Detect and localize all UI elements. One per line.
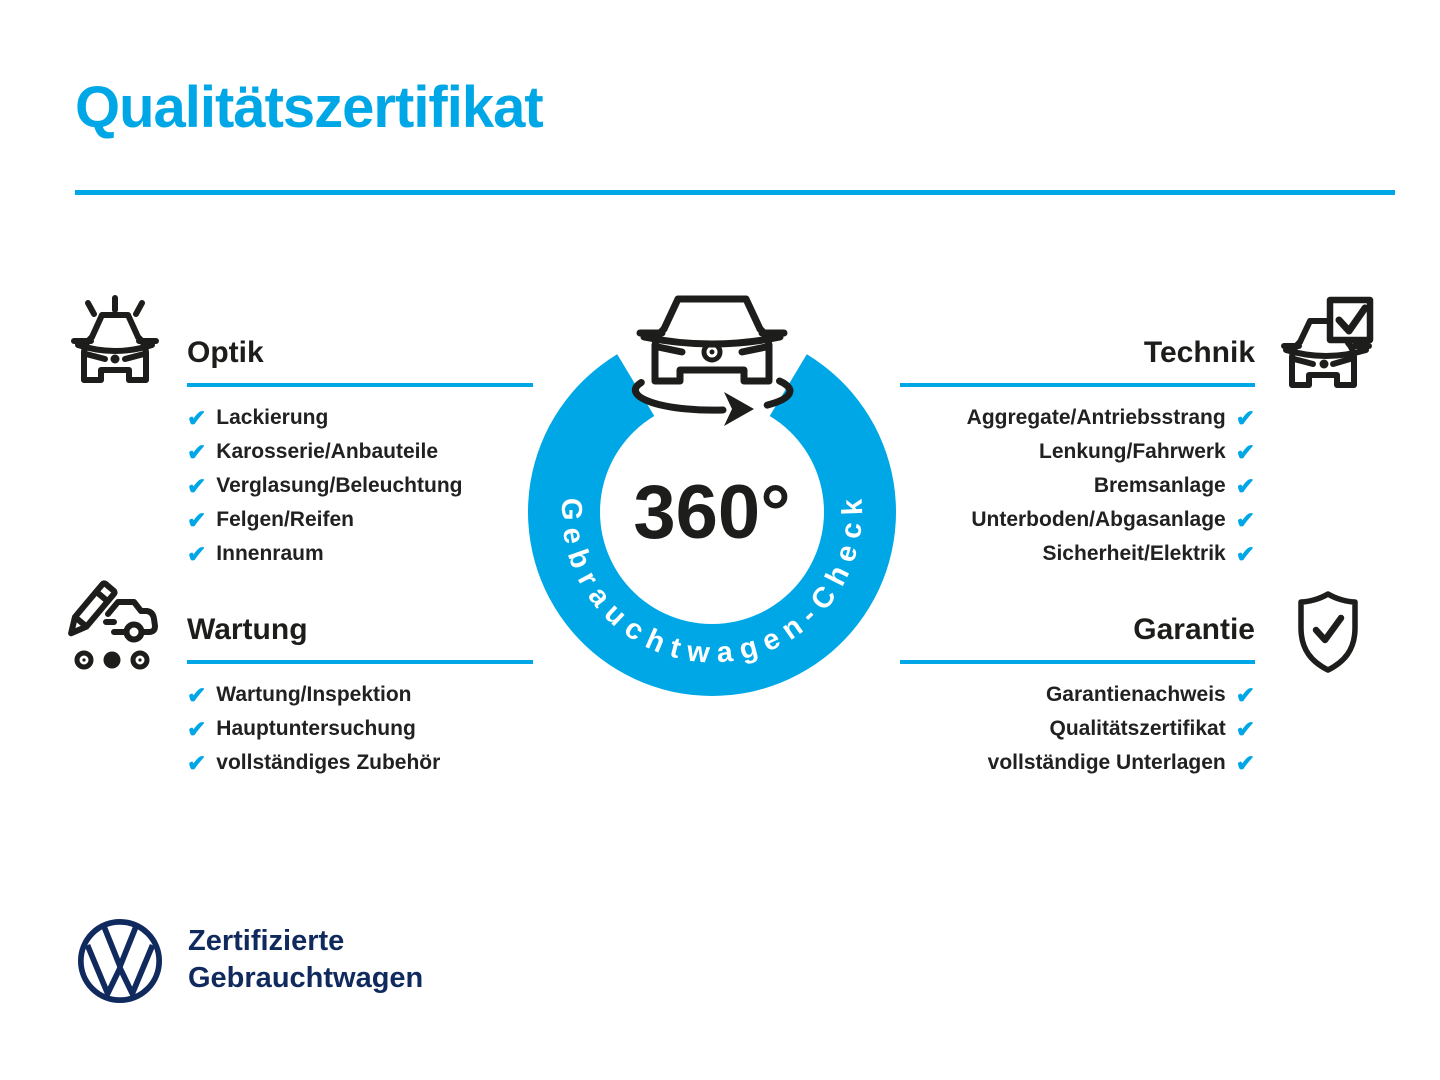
check-icon: ✔: [187, 749, 207, 776]
item-label: Sicherheit/Elektrik: [1042, 542, 1226, 565]
section-underline: [900, 383, 1255, 387]
check-icon: ✔: [1235, 749, 1255, 776]
checklist-item: Aggregate/Antriebsstrang ✔: [900, 401, 1255, 435]
vw-logo: [77, 918, 163, 1004]
section-heading: Garantie: [1133, 613, 1255, 646]
car-front-rotate-icon: [631, 295, 794, 426]
check-icon: ✔: [1235, 472, 1255, 499]
checklist: ✔ Lackierung ✔ Karosserie/Anbauteile ✔ Verg…: [187, 401, 533, 571]
ring-shape: [528, 354, 896, 696]
section-optik: Optik ✔ Lackierung ✔ Karosserie/Anbauteile…: [187, 335, 533, 571]
check-icon: ✔: [1235, 681, 1255, 708]
section-underline: [900, 660, 1255, 664]
shield-check-icon: [1298, 591, 1358, 673]
section-heading: Optik: [187, 336, 264, 369]
item-label: Aggregate/Antriebsstrang: [966, 406, 1226, 429]
section-garantie: Garantie Garantienachweis ✔ Qualitätszert…: [900, 612, 1255, 780]
brand-line2: Gebrauchtwagen: [188, 962, 424, 994]
item-label: vollständiges Zubehör: [216, 751, 441, 774]
car-checkbox-icon: [1281, 296, 1374, 388]
section-technik: Technik Aggregate/Antriebsstrang ✔ Lenkun…: [900, 335, 1255, 571]
title-divider: [75, 190, 1395, 195]
checklist-item: Garantienachweis ✔: [900, 678, 1255, 712]
checklist-item: Unterboden/Abgasanlage ✔: [900, 503, 1255, 537]
check-icon: ✔: [187, 540, 207, 567]
checklist: Garantienachweis ✔ Qualitätszertifikat ✔ v…: [900, 678, 1255, 780]
item-label: Felgen/Reifen: [216, 508, 354, 531]
checklist-item: vollständige Unterlagen ✔: [900, 746, 1255, 780]
checklist-item: ✔ Lackierung: [187, 401, 533, 435]
item-label: Wartung/Inspektion: [216, 683, 412, 706]
item-label: Qualitätszertifikat: [1049, 717, 1226, 740]
item-label: vollständige Unterlagen: [987, 751, 1226, 774]
check-icon: ✔: [1235, 404, 1255, 431]
checklist-item: ✔ Verglasung/Beleuchtung: [187, 469, 533, 503]
section-underline: [187, 383, 533, 387]
checklist-item: Lenkung/Fahrwerk ✔: [900, 435, 1255, 469]
item-label: Karosserie/Anbauteile: [216, 440, 439, 463]
check-icon: ✔: [1235, 506, 1255, 533]
brand-text: Zertifizierte Gebrauchtwagen: [188, 923, 423, 997]
car-shine-icon: [71, 295, 159, 383]
degrees-label: 360°: [633, 470, 790, 555]
checklist-item: ✔ Innenraum: [187, 537, 533, 571]
item-label: Garantienachweis: [1045, 683, 1226, 706]
checklist-item: ✔ Wartung/Inspektion: [187, 678, 533, 712]
check-icon: ✔: [187, 438, 207, 465]
checklist-item: Sicherheit/Elektrik ✔: [900, 537, 1255, 571]
item-label: Unterboden/Abgasanlage: [971, 508, 1226, 531]
item-label: Bremsanlage: [1093, 474, 1226, 497]
item-label: Hauptuntersuchung: [216, 717, 416, 740]
check-icon: ✔: [187, 506, 207, 533]
service-pencil-car-icon: [68, 580, 158, 670]
check-icon: ✔: [187, 472, 207, 499]
checklist: ✔ Wartung/Inspektion ✔ Hauptuntersuchung ✔…: [187, 678, 533, 780]
check-icon: ✔: [187, 715, 207, 742]
item-label: Lackierung: [216, 406, 329, 429]
item-label: Lenkung/Fahrwerk: [1039, 440, 1226, 463]
section-underline: [187, 660, 533, 664]
brand-line1: Zertifizierte: [188, 925, 345, 957]
360-check-badge: Gebrauchtwagen-Check 360°: [528, 295, 896, 696]
item-label: Innenraum: [216, 542, 324, 565]
check-icon: ✔: [1235, 438, 1255, 465]
checklist-item: ✔ vollständiges Zubehör: [187, 746, 533, 780]
checklist-item: ✔ Hauptuntersuchung: [187, 712, 533, 746]
checklist-item: ✔ Karosserie/Anbauteile: [187, 435, 533, 469]
checklist-item: ✔ Felgen/Reifen: [187, 503, 533, 537]
item-label: Verglasung/Beleuchtung: [216, 474, 463, 497]
section-heading: Wartung: [187, 613, 308, 646]
check-icon: ✔: [1235, 540, 1255, 567]
check-icon: ✔: [187, 681, 207, 708]
section-wartung: Wartung ✔ Wartung/Inspektion ✔ Hauptunters…: [187, 612, 533, 780]
check-icon: ✔: [187, 404, 207, 431]
checklist-item: Bremsanlage ✔: [900, 469, 1255, 503]
page-title: Qualitätszertifikat: [75, 75, 544, 140]
checklist-item: Qualitätszertifikat ✔: [900, 712, 1256, 746]
checklist: Aggregate/Antriebsstrang ✔ Lenkung/Fahrwe…: [900, 401, 1255, 571]
section-heading: Technik: [1143, 336, 1255, 369]
check-icon: ✔: [1235, 715, 1255, 742]
